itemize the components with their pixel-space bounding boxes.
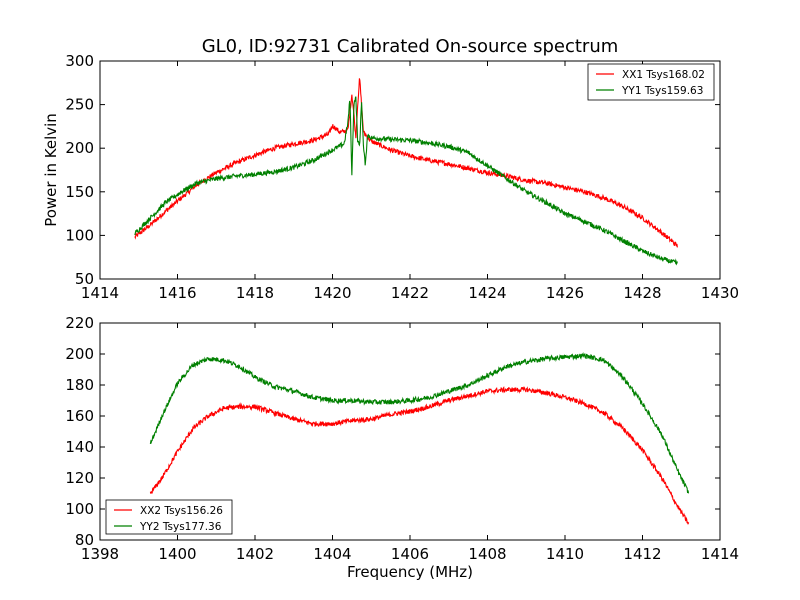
y-tick-label: 200 — [65, 345, 94, 363]
y-tick-label: 50 — [75, 270, 94, 288]
y-tick-label: 150 — [65, 183, 94, 201]
legend-entry: YY1 Tsys159.63 — [621, 85, 703, 97]
bottom-panel: 1398 1400 1402 1404 1406 1408 1410 1412 1414 80 10… — [65, 314, 739, 581]
legend: XX1 Tsys168.02 YY1 Tsys159.63 — [587, 63, 715, 101]
y-tick-label: 220 — [65, 314, 94, 332]
series-line-xx1 — [134, 78, 678, 248]
x-tick-label: 1406 — [391, 545, 429, 563]
x-tick-label: 1400 — [158, 545, 196, 563]
series-line-xx2 — [149, 386, 690, 525]
x-tick-label: 1414 — [81, 284, 119, 302]
x-tick-label: 1416 — [158, 284, 196, 302]
y-tick-label: 140 — [65, 438, 94, 456]
y-tick-label: 250 — [65, 96, 94, 114]
y-tick-label: 100 — [65, 226, 94, 244]
x-tick-label: 1414 — [701, 545, 739, 563]
series-line-yy2 — [149, 352, 689, 494]
x-tick-label: 1420 — [313, 284, 351, 302]
y-tick-label: 300 — [65, 52, 94, 70]
legend-box — [105, 499, 233, 535]
chart-title: GL0, ID:92731 Calibrated On-source spect… — [202, 36, 619, 57]
x-tick-label: 1412 — [623, 545, 661, 563]
y-tick-label: 180 — [65, 376, 94, 394]
top-panel: 1414 1416 1418 1420 1422 1424 1426 1428 1430 50 10… — [42, 52, 739, 302]
x-tick-label: 1424 — [468, 284, 506, 302]
x-tick-label: 1404 — [313, 545, 351, 563]
x-tick-label: 1422 — [391, 284, 429, 302]
y-tick-label: 120 — [65, 469, 94, 487]
legend: XX2 Tsys156.26 YY2 Tsys177.36 — [105, 499, 233, 535]
x-axis-label: Frequency (MHz) — [347, 563, 473, 581]
y-tick-label: 160 — [65, 407, 94, 425]
y-tick-label: 100 — [65, 500, 94, 518]
x-tick-label: 1398 — [81, 545, 119, 563]
y-tick-label: 80 — [75, 531, 94, 549]
legend-entry: YY2 Tsys177.36 — [139, 521, 222, 533]
legend-box — [587, 63, 715, 101]
x-tick-label: 1430 — [701, 284, 739, 302]
y-axis-label: Power in Kelvin — [42, 113, 60, 227]
x-tick-label: 1410 — [546, 545, 584, 563]
x-tick-label: 1402 — [236, 545, 274, 563]
x-tick-label: 1428 — [623, 284, 661, 302]
x-tick-label: 1426 — [546, 284, 584, 302]
series-line-yy1 — [134, 96, 678, 266]
y-tick-label: 200 — [65, 139, 94, 157]
legend-entry: XX2 Tsys156.26 — [140, 505, 223, 517]
x-tick-label: 1418 — [236, 284, 274, 302]
legend-entry: XX1 Tsys168.02 — [622, 69, 705, 81]
x-tick-label: 1408 — [468, 545, 506, 563]
